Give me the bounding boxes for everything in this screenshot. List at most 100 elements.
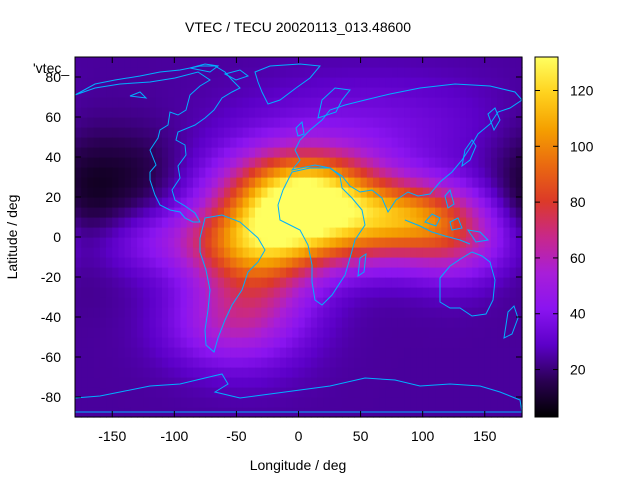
heatmap-cell: [441, 77, 449, 88]
heatmap-cell: [515, 157, 523, 168]
heatmap-cell: [404, 57, 411, 68]
heatmap-cell: [143, 267, 151, 278]
heatmap-cell: [236, 127, 244, 138]
heatmap-cell: [236, 97, 244, 108]
heatmap-cell: [248, 307, 256, 318]
heatmap-cell: [453, 237, 461, 248]
heatmap-cell: [180, 227, 188, 238]
heatmap-cell: [137, 307, 144, 318]
heatmap-cell: [304, 277, 312, 288]
heatmap-cell: [124, 197, 132, 208]
heatmap-cell: [329, 397, 337, 408]
heatmap-cell: [174, 367, 182, 378]
heatmap-cell: [317, 307, 324, 318]
heatmap-cell: [335, 67, 343, 78]
heatmap-cell: [304, 67, 312, 78]
heatmap-cell: [217, 367, 225, 378]
heatmap-cell: [286, 107, 293, 118]
heatmap-cell: [286, 327, 293, 338]
heatmap-cell: [161, 77, 169, 88]
heatmap-cell: [124, 137, 132, 148]
heatmap-cell: [441, 327, 449, 338]
heatmap-cell: [224, 277, 231, 288]
heatmap-cell: [366, 127, 374, 138]
heatmap-cell: [211, 247, 219, 258]
heatmap-cell: [360, 367, 368, 378]
heatmap-cell: [379, 187, 387, 198]
heatmap-cell: [217, 327, 225, 338]
heatmap-cell: [459, 217, 467, 228]
heatmap-cell: [404, 127, 411, 138]
heatmap-cell: [118, 367, 126, 378]
heatmap-cell: [143, 347, 151, 358]
heatmap-cell: [236, 167, 244, 178]
heatmap-cell: [267, 337, 275, 348]
heatmap-cell: [360, 117, 368, 128]
heatmap-cell: [192, 357, 200, 368]
heatmap-cell: [416, 147, 424, 158]
heatmap-cell: [261, 337, 269, 348]
heatmap-cell: [490, 137, 498, 148]
heatmap-cell: [453, 297, 461, 308]
heatmap-cell: [360, 177, 368, 188]
heatmap-cell: [168, 137, 175, 148]
heatmap-cell: [112, 357, 120, 368]
heatmap-cell: [112, 317, 120, 328]
heatmap-cell: [404, 347, 411, 358]
heatmap-cell: [161, 277, 169, 288]
heatmap-cell: [329, 167, 337, 178]
heatmap-cell: [106, 317, 113, 328]
heatmap-cell: [509, 87, 517, 98]
heatmap-cell: [317, 227, 324, 238]
heatmap-cell: [93, 297, 101, 308]
heatmap-cell: [161, 147, 169, 158]
heatmap-cell: [447, 367, 455, 378]
heatmap-cell: [509, 357, 517, 368]
heatmap-cell: [348, 287, 355, 298]
heatmap-cell: [199, 197, 206, 208]
heatmap-cell: [466, 257, 473, 268]
heatmap-cell: [298, 167, 306, 178]
heatmap-cell: [81, 287, 89, 298]
heatmap-cell: [453, 367, 461, 378]
heatmap-cell: [466, 197, 473, 208]
heatmap-cell: [230, 327, 238, 338]
heatmap-cell: [373, 217, 380, 228]
heatmap-cell: [391, 377, 399, 388]
heatmap-cell: [428, 297, 436, 308]
heatmap-cell: [298, 217, 306, 228]
heatmap-cell: [298, 307, 306, 318]
heatmap-cell: [490, 117, 498, 128]
heatmap-cell: [447, 297, 455, 308]
heatmap-cell: [192, 207, 200, 218]
heatmap-cell: [93, 307, 101, 318]
heatmap-cell: [478, 377, 486, 388]
coast-greenland: [254, 63, 321, 105]
heatmap-cell: [515, 187, 523, 198]
heatmap-cell: [161, 257, 169, 268]
heatmap-cell: [174, 327, 182, 338]
heatmap-cell: [354, 207, 362, 218]
y-tick-label: 80: [45, 69, 61, 85]
heatmap-cell: [503, 307, 511, 318]
heatmap-cell: [168, 207, 175, 218]
heatmap-cell: [236, 67, 244, 78]
heatmap-cell: [515, 307, 523, 318]
heatmap-cell: [273, 387, 281, 398]
heatmap-cell: [224, 237, 231, 248]
heatmap-cell: [112, 107, 120, 118]
heatmap-cell: [435, 227, 442, 238]
heatmap-cell: [217, 157, 225, 168]
heatmap-cell: [124, 367, 132, 378]
heatmap-cell: [379, 57, 387, 68]
heatmap-cell: [192, 337, 200, 348]
heatmap-cell: [217, 267, 225, 278]
heatmap-cell: [81, 397, 89, 408]
heatmap-cell: [404, 197, 411, 208]
heatmap-cell: [186, 97, 194, 108]
heatmap-cell: [87, 187, 95, 198]
heatmap-cell: [304, 327, 312, 338]
heatmap-cell: [317, 357, 324, 368]
heatmap-cell: [217, 307, 225, 318]
heatmap-cell: [515, 217, 523, 228]
